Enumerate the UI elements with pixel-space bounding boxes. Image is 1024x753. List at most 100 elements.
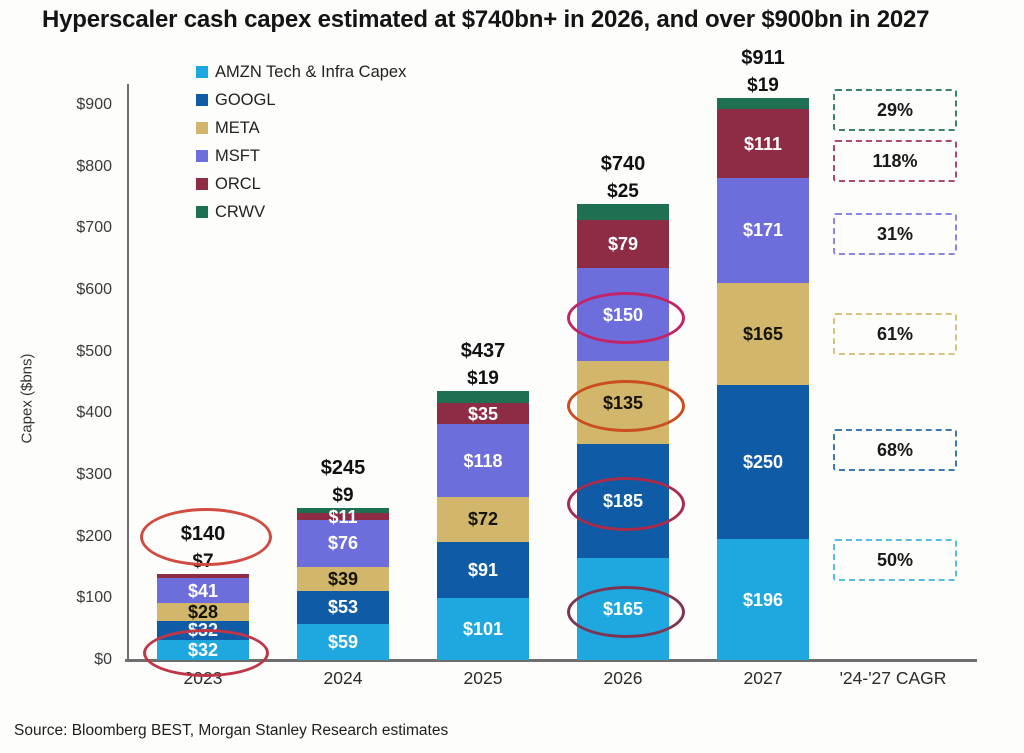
legend-label: GOOGL [215, 90, 276, 109]
cagr-box: 31% [833, 213, 957, 255]
highlight-ellipse-annotation [567, 586, 685, 639]
y-tick-label: $0 [94, 651, 112, 668]
highlight-ellipse-annotation [143, 629, 269, 678]
legend-swatch-icon [196, 178, 208, 190]
chart-title: Hyperscaler cash capex estimated at $740… [42, 6, 930, 33]
segment-value-label: $118 [463, 450, 503, 471]
legend-item: META [196, 114, 406, 142]
bar-segment [297, 566, 389, 591]
bar-segment [437, 391, 529, 403]
cagr-box: 50% [833, 539, 957, 581]
legend-swatch-icon [196, 206, 208, 218]
legend-swatch-icon [196, 122, 208, 134]
segment-value-label: $111 [743, 133, 783, 154]
x-axis-category-label: 2024 [323, 668, 363, 688]
y-tick-label: $800 [76, 157, 112, 175]
cagr-box: 68% [833, 429, 957, 471]
legend-label: META [215, 118, 260, 137]
bar-segment [717, 283, 809, 385]
legend-swatch-icon [196, 150, 208, 162]
highlight-ellipse-annotation [567, 477, 685, 532]
bar-segment [717, 97, 809, 110]
legend-swatch-icon [196, 94, 208, 106]
y-tick-label: $900 [76, 96, 112, 113]
cagr-box: 29% [833, 89, 957, 131]
bar-segment [717, 384, 809, 540]
segment-value-label: $28 [187, 601, 219, 622]
y-tick-label: $200 [76, 527, 112, 545]
bar-segment [437, 402, 529, 425]
segment-value-label: $171 [742, 220, 784, 241]
segment-value-label: $196 [742, 589, 784, 610]
y-tick-label: $400 [76, 404, 112, 422]
highlight-ellipse-annotation [140, 507, 272, 566]
legend-label: MSFT [215, 146, 260, 165]
segment-value-label: $11 [328, 506, 358, 527]
bar-total-label: $245 [320, 456, 366, 479]
legend: AMZN Tech & Infra Capex GOOGL META MSFT ORCL… [196, 58, 406, 226]
highlight-ellipse-annotation [567, 379, 685, 432]
segment-value-label: $79 [607, 234, 639, 255]
bar-segment [297, 623, 389, 660]
x-axis-category-label: 2025 [463, 668, 503, 688]
bar-segment [437, 424, 529, 498]
bar-segment [717, 539, 809, 660]
segment-value-label: $250 [742, 452, 784, 473]
bar-segment [297, 507, 389, 514]
y-tick-label: $500 [76, 342, 112, 360]
segment-value-label: $165 [742, 324, 784, 345]
bar-segment [437, 597, 529, 660]
segment-value-label: $91 [467, 559, 499, 580]
above-bar-value-label: $19 [467, 368, 499, 390]
legend-item: ORCL [196, 170, 406, 198]
bar-segment [437, 497, 529, 542]
above-bar-value-label: $25 [607, 181, 639, 203]
x-axis-category-label: 2027 [743, 668, 783, 688]
bar-segment [437, 541, 529, 598]
bar-segment [157, 603, 249, 621]
segment-value-label: $101 [462, 618, 504, 639]
bar-segment [157, 577, 249, 604]
highlight-ellipse-annotation [567, 291, 685, 344]
x-axis-line [125, 659, 977, 662]
bar-total-label: $437 [460, 340, 506, 363]
bar-segment [157, 573, 249, 578]
bar-total-label: $740 [600, 153, 646, 176]
cagr-box: 61% [833, 313, 957, 355]
bar-segment [297, 513, 389, 520]
bar-segment [577, 219, 669, 269]
legend-item: CRWV [196, 198, 406, 226]
segment-value-label: $59 [327, 631, 359, 652]
y-tick-label: $700 [76, 219, 112, 237]
y-axis-title: Capex ($bns) [18, 353, 36, 444]
bar-segment [577, 204, 669, 220]
x-axis-cagr-label: '24-'27 CAGR [839, 668, 947, 688]
segment-value-label: $35 [467, 403, 499, 424]
bar-segment [297, 520, 389, 567]
legend-swatch-icon [196, 66, 208, 78]
legend-item: AMZN Tech & Infra Capex [196, 58, 406, 86]
legend-label: ORCL [215, 174, 261, 193]
legend-label: CRWV [215, 202, 266, 221]
bar-total-label: $911 [741, 46, 785, 69]
legend-item: MSFT [196, 142, 406, 170]
bar-segment [717, 109, 809, 178]
segment-value-label: $53 [327, 597, 359, 618]
y-tick-label: $600 [76, 281, 112, 298]
y-axis-line [127, 84, 129, 662]
segment-value-label: $41 [187, 580, 219, 601]
bar-segment [297, 590, 389, 624]
above-bar-value-label: $9 [332, 484, 354, 506]
cagr-box: 118% [833, 140, 957, 182]
segment-value-label: $76 [327, 533, 359, 554]
source-note: Source: Bloomberg BEST, Morgan Stanley R… [14, 722, 449, 739]
segment-value-label: $72 [467, 509, 499, 530]
segment-value-label: $39 [327, 568, 359, 589]
x-axis-category-label: 2026 [603, 668, 643, 688]
above-bar-value-label: $19 [747, 74, 779, 96]
legend-item: GOOGL [196, 86, 406, 114]
y-tick-label: $100 [76, 589, 112, 607]
legend-label: AMZN Tech & Infra Capex [215, 62, 407, 81]
y-tick-label: $300 [76, 466, 112, 483]
